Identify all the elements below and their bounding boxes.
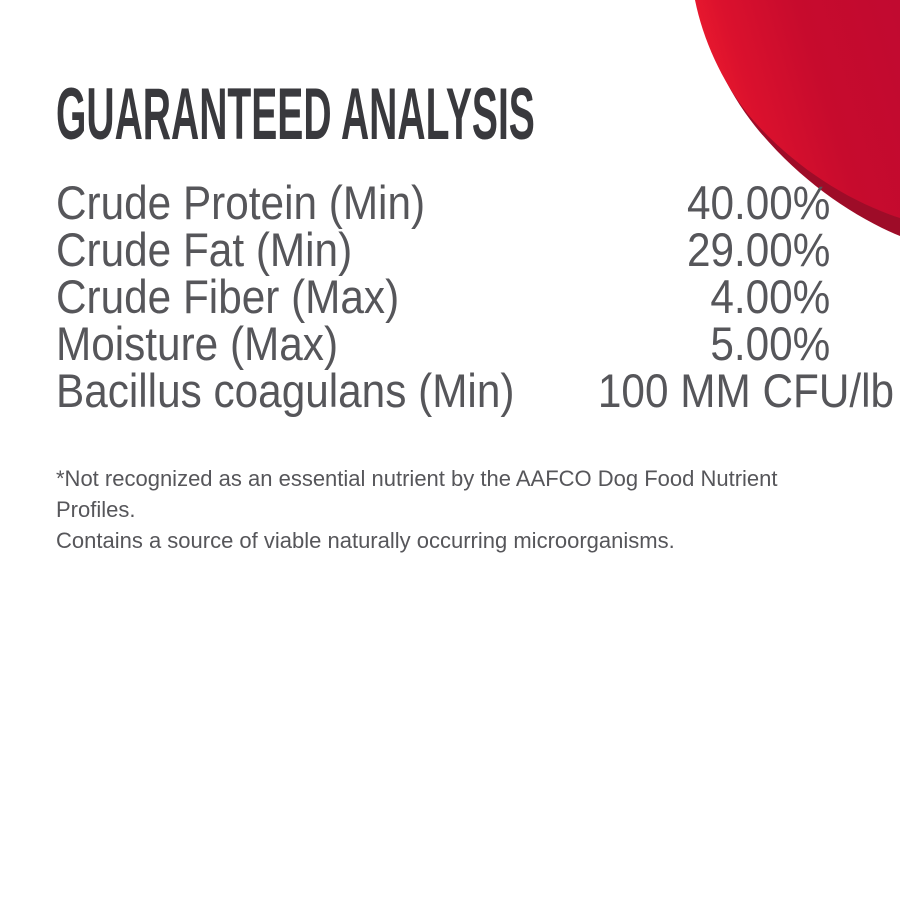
nutrient-value: 40.00% bbox=[686, 176, 830, 229]
footnote-line: Contains a source of viable naturally oc… bbox=[56, 528, 675, 553]
nutrient-value: 4.00% bbox=[710, 270, 830, 323]
table-row: Crude Fiber (Max) 4.00% bbox=[56, 273, 830, 320]
nutrient-label: Moisture (Max) bbox=[56, 317, 339, 370]
nutrient-label: Crude Protein (Min) bbox=[56, 176, 426, 229]
footnote: *Not recognized as an essential nutrient… bbox=[56, 463, 846, 556]
table-row: Crude Protein (Min) 40.00% bbox=[56, 179, 830, 226]
table-row: Moisture (Max) 5.00% bbox=[56, 320, 830, 367]
nutrient-value: 29.00% bbox=[686, 223, 830, 276]
nutrient-value: 100 MM CFU/lb bbox=[598, 364, 895, 417]
nutrient-label: Crude Fiber (Max) bbox=[56, 270, 400, 323]
page-title: GUARANTEED ANALYSIS bbox=[56, 78, 900, 151]
nutrient-value: 5.00% bbox=[710, 317, 830, 370]
nutrient-label: Bacillus coagulans (Min) bbox=[56, 364, 515, 417]
nutrient-label: Crude Fat (Min) bbox=[56, 223, 353, 276]
table-row: Bacillus coagulans (Min) 100 MM CFU/lb bbox=[56, 364, 894, 417]
table-row: Crude Fat (Min) 29.00% bbox=[56, 226, 830, 273]
analysis-table: Crude Protein (Min) 40.00% Crude Fat (Mi… bbox=[56, 179, 894, 417]
footnote-line: *Not recognized as an essential nutrient… bbox=[56, 466, 778, 522]
page-title-text: GUARANTEED ANALYSIS bbox=[56, 74, 535, 155]
